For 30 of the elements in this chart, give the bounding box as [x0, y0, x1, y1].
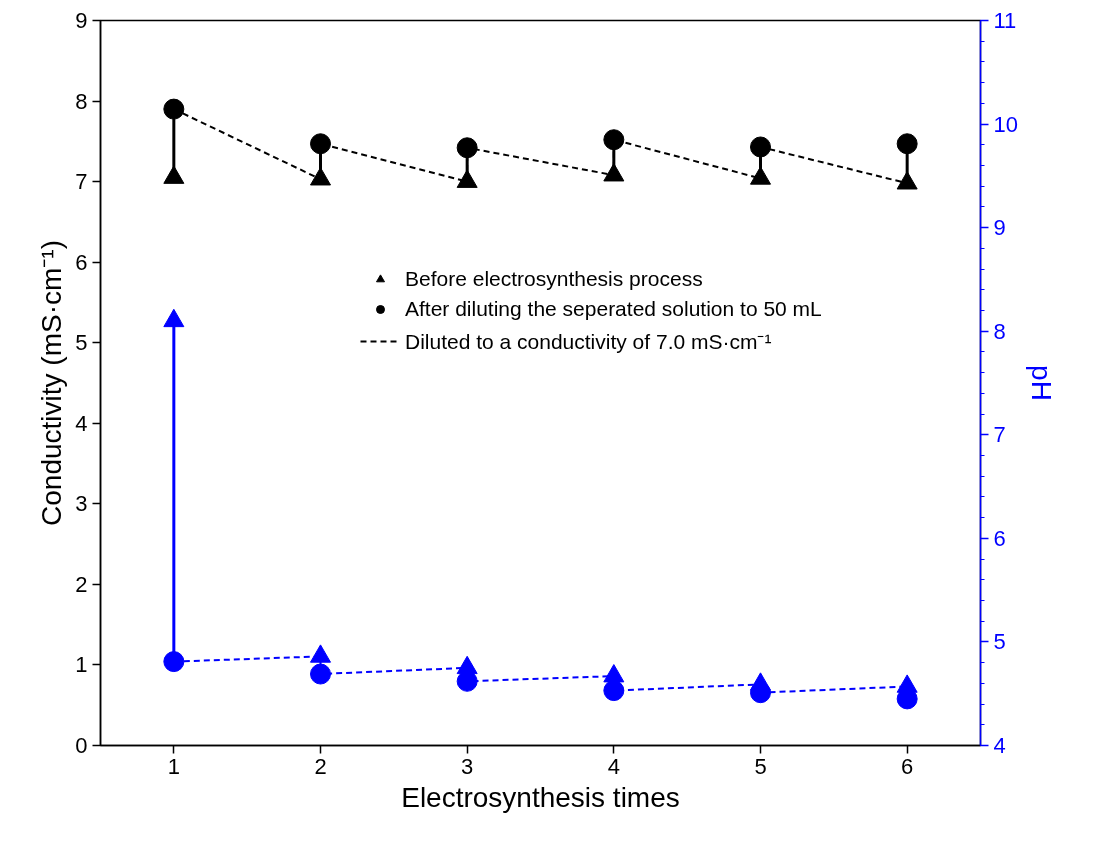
y2-tick-label: 10	[993, 111, 1018, 137]
x-tick-label: 1	[167, 753, 180, 779]
y2-tick-label: 9	[993, 215, 1006, 241]
legend-label: After diluting the seperated solution to 50 mL	[405, 297, 822, 321]
x-axis-title: Electrosynthesis times	[401, 781, 680, 813]
y2-tick-label: 6	[993, 525, 1006, 551]
y-axis-title: Conductivity (mS·cm⁻¹)	[36, 240, 68, 526]
y-tick-label: 1	[75, 652, 88, 678]
y-tick-label: 8	[75, 88, 88, 114]
y2-tick-label: 11	[993, 8, 1017, 33]
y2-tick-label: 7	[993, 422, 1006, 448]
y-tick-label: 5	[75, 330, 88, 356]
y-tick-label: 0	[75, 733, 88, 758]
legend-label: Diluted to a conductivity of 7.0 mS·cm⁻¹	[405, 329, 772, 355]
y-tick-label: 9	[75, 8, 88, 33]
y-tick-label: 3	[75, 491, 88, 517]
x-tick-label: 6	[901, 753, 914, 779]
x-tick-label: 2	[314, 753, 327, 779]
y2-tick-label: 5	[993, 629, 1006, 655]
y2-axis-title: pH	[1025, 365, 1057, 401]
y-tick-label: 2	[75, 571, 88, 597]
y-tick-label: 7	[75, 169, 88, 195]
x-tick-label: 3	[461, 753, 474, 779]
y2-tick-label: 8	[993, 318, 1006, 344]
y-tick-label: 6	[75, 249, 88, 275]
legend-label: Before electrosynthesis process	[405, 267, 703, 291]
x-tick-label: 4	[607, 753, 620, 779]
x-tick-label: 5	[754, 753, 767, 779]
y2-tick-label: 4	[993, 733, 1006, 758]
y-tick-label: 4	[75, 410, 88, 436]
